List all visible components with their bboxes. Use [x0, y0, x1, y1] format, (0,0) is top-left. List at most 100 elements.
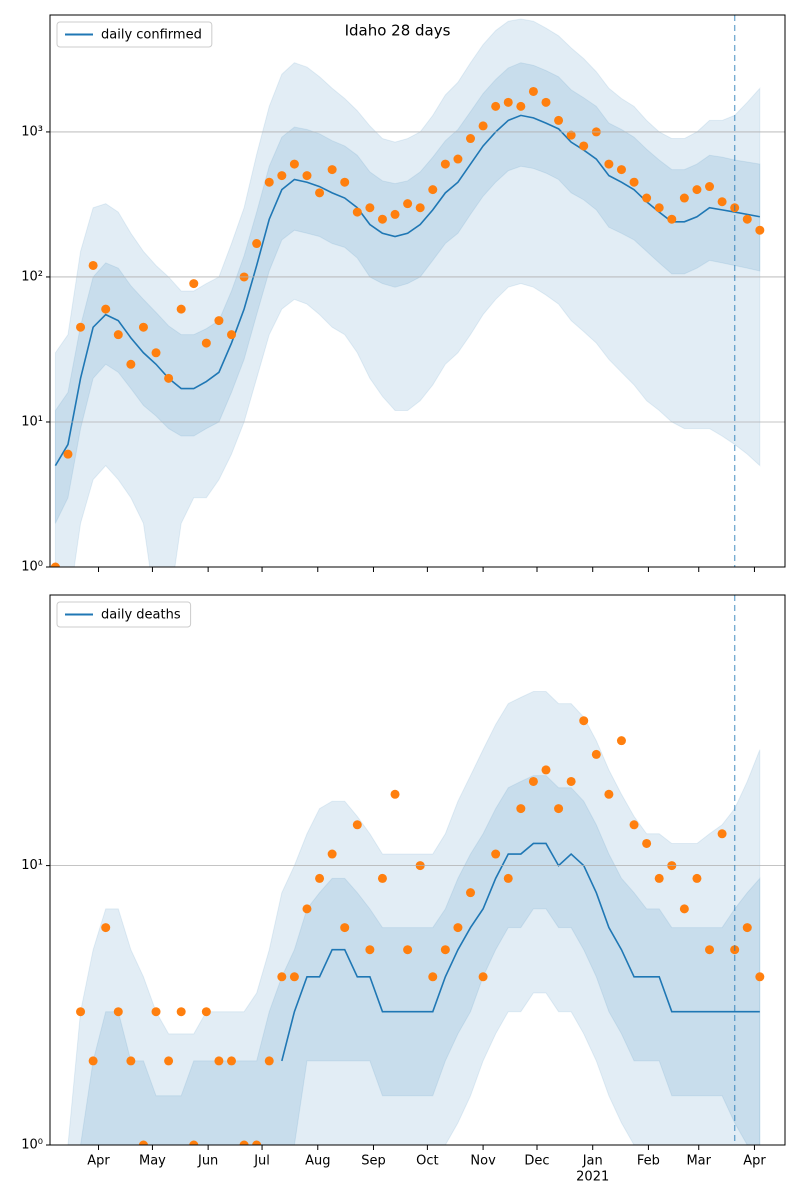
observed-point — [604, 159, 614, 169]
x-tick-label: Aug — [305, 1154, 330, 1169]
axes-frame — [49, 14, 786, 568]
observed-point — [717, 197, 727, 207]
observed-point — [554, 115, 564, 125]
observed-point — [604, 789, 614, 799]
observed-point — [528, 776, 538, 786]
y-tick-label: 10² — [21, 269, 43, 284]
legend-box — [56, 21, 213, 48]
x-tick-label: Mar — [686, 1154, 711, 1169]
observed-point — [755, 225, 765, 235]
observed-point — [214, 1056, 224, 1066]
observed-point — [252, 239, 262, 249]
observed-point — [101, 304, 111, 314]
observed-point — [289, 972, 299, 982]
observed-point — [642, 193, 652, 203]
observed-point — [692, 185, 702, 195]
x-tick-label: Feb — [637, 1154, 660, 1169]
observed-point — [252, 1140, 262, 1145]
observed-point — [491, 849, 501, 859]
legend-label: daily deaths — [101, 608, 181, 623]
observed-point — [440, 159, 450, 169]
observed-point — [629, 177, 639, 187]
observed-point — [679, 193, 689, 203]
observed-point — [327, 849, 337, 859]
observed-point — [289, 159, 299, 169]
x-tick-label: Jun — [197, 1154, 218, 1169]
observed-point — [201, 338, 211, 348]
chart-title: Idaho 28 days — [345, 22, 451, 40]
observed-point — [616, 736, 626, 746]
plot-area — [50, 18, 765, 567]
observed-point — [264, 1056, 274, 1066]
observed-point — [315, 873, 325, 883]
legend-box — [56, 601, 192, 628]
observed-point — [629, 820, 639, 830]
band — [54, 18, 761, 567]
observed-point — [466, 134, 476, 144]
series-line — [281, 842, 760, 1062]
observed-point — [742, 214, 752, 224]
observed-point — [428, 185, 438, 195]
observed-point — [516, 804, 526, 814]
observed-point — [717, 829, 727, 839]
band — [54, 62, 761, 524]
legend: daily deaths — [56, 601, 192, 628]
observed-point — [189, 1140, 199, 1145]
observed-point — [365, 203, 375, 213]
observed-point — [642, 838, 652, 848]
x-tick-label: Dec — [524, 1154, 549, 1169]
y-tick-label: 10³ — [21, 124, 43, 139]
observed-point — [541, 97, 551, 107]
observed-point — [176, 304, 186, 314]
observed-point — [365, 945, 375, 955]
observed-point — [453, 154, 463, 164]
observed-point — [176, 1007, 186, 1017]
observed-point — [113, 330, 123, 340]
observed-point — [428, 972, 438, 982]
legend: daily confirmed — [56, 21, 213, 48]
observed-point — [227, 330, 237, 340]
observed-point — [88, 260, 98, 270]
observed-point — [654, 203, 664, 213]
observed-point — [327, 165, 337, 175]
observed-point — [579, 141, 589, 151]
observed-point — [164, 373, 174, 383]
x-tick-label: Jan — [582, 1154, 603, 1169]
observed-point — [377, 873, 387, 883]
observed-point — [403, 199, 413, 209]
observed-point — [315, 188, 325, 198]
observed-point — [151, 1007, 161, 1017]
observed-point — [76, 322, 86, 332]
observed-point — [76, 1007, 86, 1017]
observed-point — [352, 207, 362, 217]
observed-point — [566, 130, 576, 140]
observed-point — [478, 972, 488, 982]
observed-point — [214, 316, 224, 326]
observed-point — [126, 359, 136, 369]
observed-point — [390, 789, 400, 799]
observed-point — [264, 177, 274, 187]
observed-point — [453, 923, 463, 933]
observed-point — [138, 322, 148, 332]
plot-area — [54, 690, 765, 1145]
observed-point — [302, 171, 312, 181]
panel: 10⁰ 10¹ 10² 10³ Idaho 28 days daily confirmed — [21, 14, 786, 575]
observed-point — [503, 97, 513, 107]
observed-point — [616, 165, 626, 175]
observed-point — [566, 776, 576, 786]
observed-point — [352, 820, 362, 830]
year-label: 2021 — [576, 1170, 609, 1185]
observed-point — [705, 945, 715, 955]
x-tick-label: Apr — [743, 1154, 766, 1169]
observed-point — [189, 279, 199, 289]
observed-point — [440, 945, 450, 955]
y-tick-label: 10¹ — [21, 858, 43, 873]
legend-label: daily confirmed — [101, 28, 202, 43]
observed-point — [528, 86, 538, 96]
y-tick-label: 10⁰ — [21, 560, 43, 575]
panel: 10⁰ 10¹ Apr May Jun Jul Aug Sep Oct Nov Dec Jan Feb M… — [21, 594, 786, 1185]
observed-point — [302, 904, 312, 914]
observed-point — [478, 121, 488, 131]
